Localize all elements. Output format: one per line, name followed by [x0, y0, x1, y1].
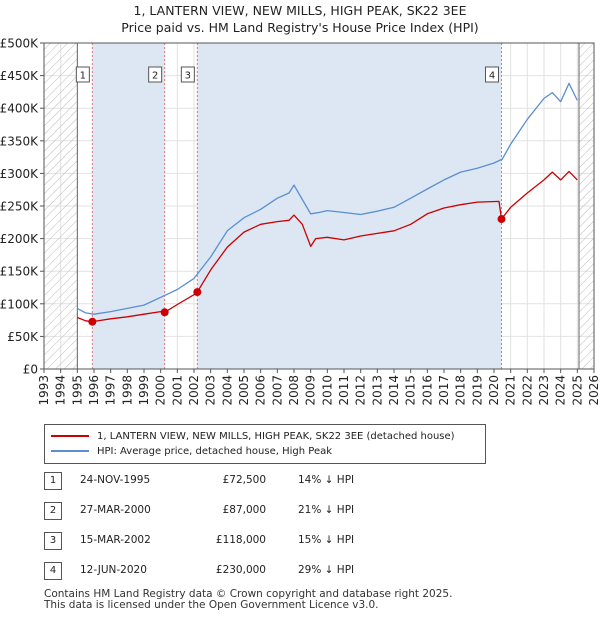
tx-date: 15-MAR-2002 [80, 534, 151, 546]
x-tick-label: 1997 [104, 375, 118, 406]
legend-price-label: 1, LANTERN VIEW, NEW MILLS, HIGH PEAK, S… [97, 431, 455, 442]
x-tick-label: 2025 [570, 375, 584, 406]
legend-price-swatch [51, 435, 89, 437]
y-tick-label: £450K [0, 69, 39, 83]
footer-line-1: Contains HM Land Registry data © Crown c… [44, 588, 453, 600]
x-tick-label: 2021 [504, 375, 518, 406]
sale-label: 4 [489, 71, 495, 82]
x-tick-label: 2002 [187, 375, 201, 406]
x-tick-label: 2007 [270, 375, 284, 406]
price-paid-line [77, 170, 578, 323]
footer-attribution: Contains HM Land Registry data © Crown c… [44, 589, 452, 611]
x-tick-label: 2004 [220, 375, 234, 406]
sale-label-box [148, 66, 163, 83]
tx-price: £230,000 [215, 564, 266, 576]
sale-label-box [485, 66, 499, 83]
x-tick-label: 2020 [487, 375, 501, 406]
tx-number-badge: 2 [44, 502, 62, 520]
tx-number-badge: 3 [44, 532, 62, 550]
ownership-shade [92, 43, 165, 369]
tx-hpi-diff: 21% ↓ HPI [298, 504, 355, 516]
x-tick-label: 2008 [287, 375, 301, 406]
tx-price: £72,500 [222, 474, 266, 486]
legend-hpi-label: HPI: Average price, detached house, High… [97, 446, 333, 457]
x-tick-label: 2018 [454, 375, 468, 406]
x-tick-label: 2014 [387, 375, 401, 406]
x-tick-label: 1998 [120, 375, 134, 406]
sale-point [160, 308, 169, 317]
y-tick-label: £200K [0, 232, 39, 246]
x-tick-label: 2015 [404, 375, 418, 406]
x-tick-label: 2005 [237, 375, 251, 406]
legend-item-price: 1, LANTERN VIEW, NEW MILLS, HIGH PEAK, S… [51, 430, 455, 444]
x-tick-label: 2010 [320, 375, 334, 406]
tx-hpi-diff: 29% ↓ HPI [298, 564, 355, 576]
y-tick-label: £350K [0, 134, 39, 148]
x-tick-label: 1994 [54, 375, 68, 406]
x-tick-label: 2013 [370, 375, 384, 406]
x-tick-label: 1993 [37, 375, 51, 406]
hatched-region [44, 43, 78, 369]
x-tick-label: 1995 [70, 375, 84, 406]
y-tick-label: £250K [0, 200, 39, 214]
x-tick-label: 2000 [154, 375, 168, 406]
legend-item-hpi: HPI: Average price, detached house, High… [51, 445, 332, 459]
x-tick-label: 2023 [537, 375, 551, 406]
title-line-1: 1, LANTERN VIEW, NEW MILLS, HIGH PEAK, S… [133, 3, 467, 18]
tx-hpi-diff: 15% ↓ HPI [298, 534, 355, 546]
tx-price: £118,000 [215, 534, 266, 546]
x-tick-label: 2003 [204, 375, 218, 406]
tx-number-badge: 4 [44, 562, 62, 580]
x-tick-label: 1999 [137, 375, 151, 406]
x-tick-label: 2001 [170, 375, 184, 406]
x-tick-label: 2017 [437, 375, 451, 406]
price-chart: 1 2 3 4 £0 £50K £100K £150K £200K £250K £300K £350… [0, 37, 600, 406]
tx-date: 27-MAR-2000 [80, 504, 151, 516]
legend-hpi-swatch [51, 450, 89, 452]
tx-hpi-diff: 14% ↓ HPI [298, 474, 355, 486]
tx-number-badge: 1 [44, 472, 62, 490]
x-tick-label: 2006 [254, 375, 268, 406]
sale-point [497, 215, 506, 224]
hatched-region [579, 43, 594, 369]
sale-point [193, 288, 202, 297]
sale-label-box [180, 66, 195, 83]
title-line-2: Price paid vs. HM Land Registry's House … [121, 20, 479, 35]
footer-line-2: This data is licensed under the Open Gov… [44, 599, 379, 611]
tx-date: 12-JUN-2020 [80, 564, 147, 576]
tx-price: £87,000 [222, 504, 266, 516]
chart-title: 1, LANTERN VIEW, NEW MILLS, HIGH PEAK, S… [0, 2, 600, 36]
y-tick-label: £50K [7, 330, 39, 344]
sale-label: 1 [80, 71, 86, 82]
sale-label-box [75, 66, 90, 83]
y-tick-label: £300K [0, 167, 39, 181]
x-tick-label: 2011 [337, 375, 351, 406]
legend: 1, LANTERN VIEW, NEW MILLS, HIGH PEAK, S… [44, 424, 486, 464]
x-tick-label: 2016 [420, 375, 434, 406]
y-tick-label: £150K [0, 265, 39, 279]
x-tick-label: 2024 [554, 375, 568, 406]
x-tick-label: 2009 [304, 375, 318, 406]
sale-point [88, 317, 97, 326]
x-tick-label: 2019 [470, 375, 484, 406]
x-tick-label: 1996 [87, 375, 101, 406]
y-tick-label: £500K [0, 37, 39, 51]
tx-date: 24-NOV-1995 [80, 474, 151, 486]
x-tick-label: 2026 [587, 375, 600, 406]
y-tick-label: £0 [23, 363, 38, 377]
y-tick-label: £400K [0, 102, 39, 116]
y-tick-label: £100K [0, 297, 39, 311]
sale-label: 2 [152, 71, 158, 82]
x-tick-label: 2012 [354, 375, 368, 406]
hpi-line [76, 82, 578, 315]
x-tick-label: 2022 [520, 375, 534, 406]
sale-label: 3 [185, 71, 191, 82]
